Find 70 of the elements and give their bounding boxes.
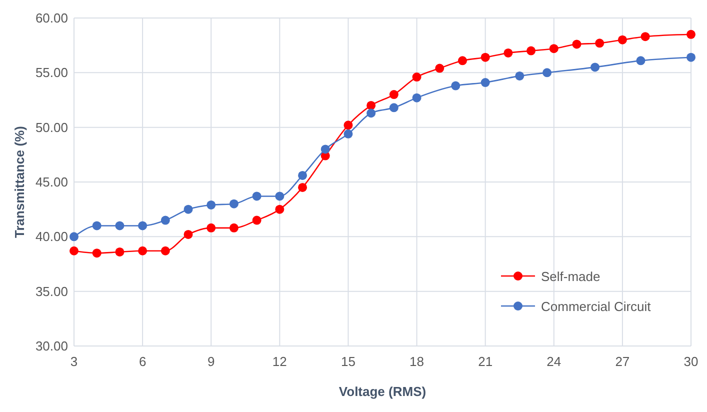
point	[206, 223, 216, 232]
x-tick-label: 15	[340, 354, 356, 369]
point	[115, 247, 124, 256]
y-tick-label: 55.00	[35, 65, 68, 80]
point	[344, 129, 353, 138]
x-tick-label: 30	[684, 354, 698, 369]
point	[412, 93, 422, 102]
point	[595, 38, 604, 48]
point	[515, 71, 524, 80]
point	[298, 170, 308, 180]
point	[542, 68, 552, 78]
point	[618, 35, 627, 44]
y-axis-title: Transmittance (%)	[12, 126, 27, 238]
point	[451, 81, 460, 90]
point	[70, 232, 78, 242]
x-tick-label: 18	[410, 354, 424, 369]
point	[526, 46, 536, 56]
y-tick-label: 60.00	[35, 10, 68, 26]
point	[435, 64, 444, 73]
x-tick-label: 9	[207, 354, 215, 369]
point	[92, 221, 102, 230]
x-tick-label: 3	[70, 354, 78, 369]
point	[389, 90, 398, 100]
point	[458, 56, 467, 66]
point	[184, 204, 193, 214]
point	[640, 32, 650, 42]
point	[549, 44, 558, 54]
point	[92, 248, 102, 258]
point	[298, 182, 308, 192]
point	[229, 223, 238, 232]
point	[590, 62, 600, 72]
point	[138, 246, 148, 256]
x-tick-label: 24	[546, 354, 562, 369]
y-tick-label: 40.00	[35, 229, 68, 244]
point	[320, 144, 330, 154]
y-tick-label: 30.00	[35, 338, 68, 354]
point	[480, 78, 490, 88]
point	[229, 199, 238, 208]
point	[70, 246, 78, 256]
point	[160, 246, 170, 256]
x-tick-label: 21	[478, 354, 493, 369]
x-tick-label: 6	[138, 354, 146, 369]
x-axis-title: Voltage (RMS)	[338, 384, 426, 399]
point	[115, 221, 124, 230]
point	[504, 48, 513, 58]
point	[389, 103, 398, 112]
y-tick-label: 45.00	[35, 174, 68, 190]
legend-label: Self-made	[541, 269, 600, 284]
point	[686, 30, 696, 39]
x-tick-label: 12	[272, 354, 287, 369]
y-tick-label: 50.00	[35, 120, 68, 135]
point	[366, 108, 376, 118]
point	[252, 216, 262, 225]
point	[160, 216, 170, 225]
point	[206, 200, 216, 210]
point	[636, 56, 646, 66]
point	[184, 230, 193, 239]
point	[480, 52, 490, 62]
point	[686, 52, 696, 62]
point	[366, 100, 376, 110]
y-tick-label: 35.00	[35, 284, 68, 299]
legend-label: Commercial Circuit	[541, 299, 652, 314]
point	[275, 192, 284, 201]
point	[252, 192, 262, 201]
point	[138, 221, 148, 230]
point	[275, 204, 284, 214]
point	[572, 40, 582, 49]
x-tick-label: 27	[615, 354, 630, 369]
point	[344, 120, 353, 130]
point	[412, 72, 422, 82]
